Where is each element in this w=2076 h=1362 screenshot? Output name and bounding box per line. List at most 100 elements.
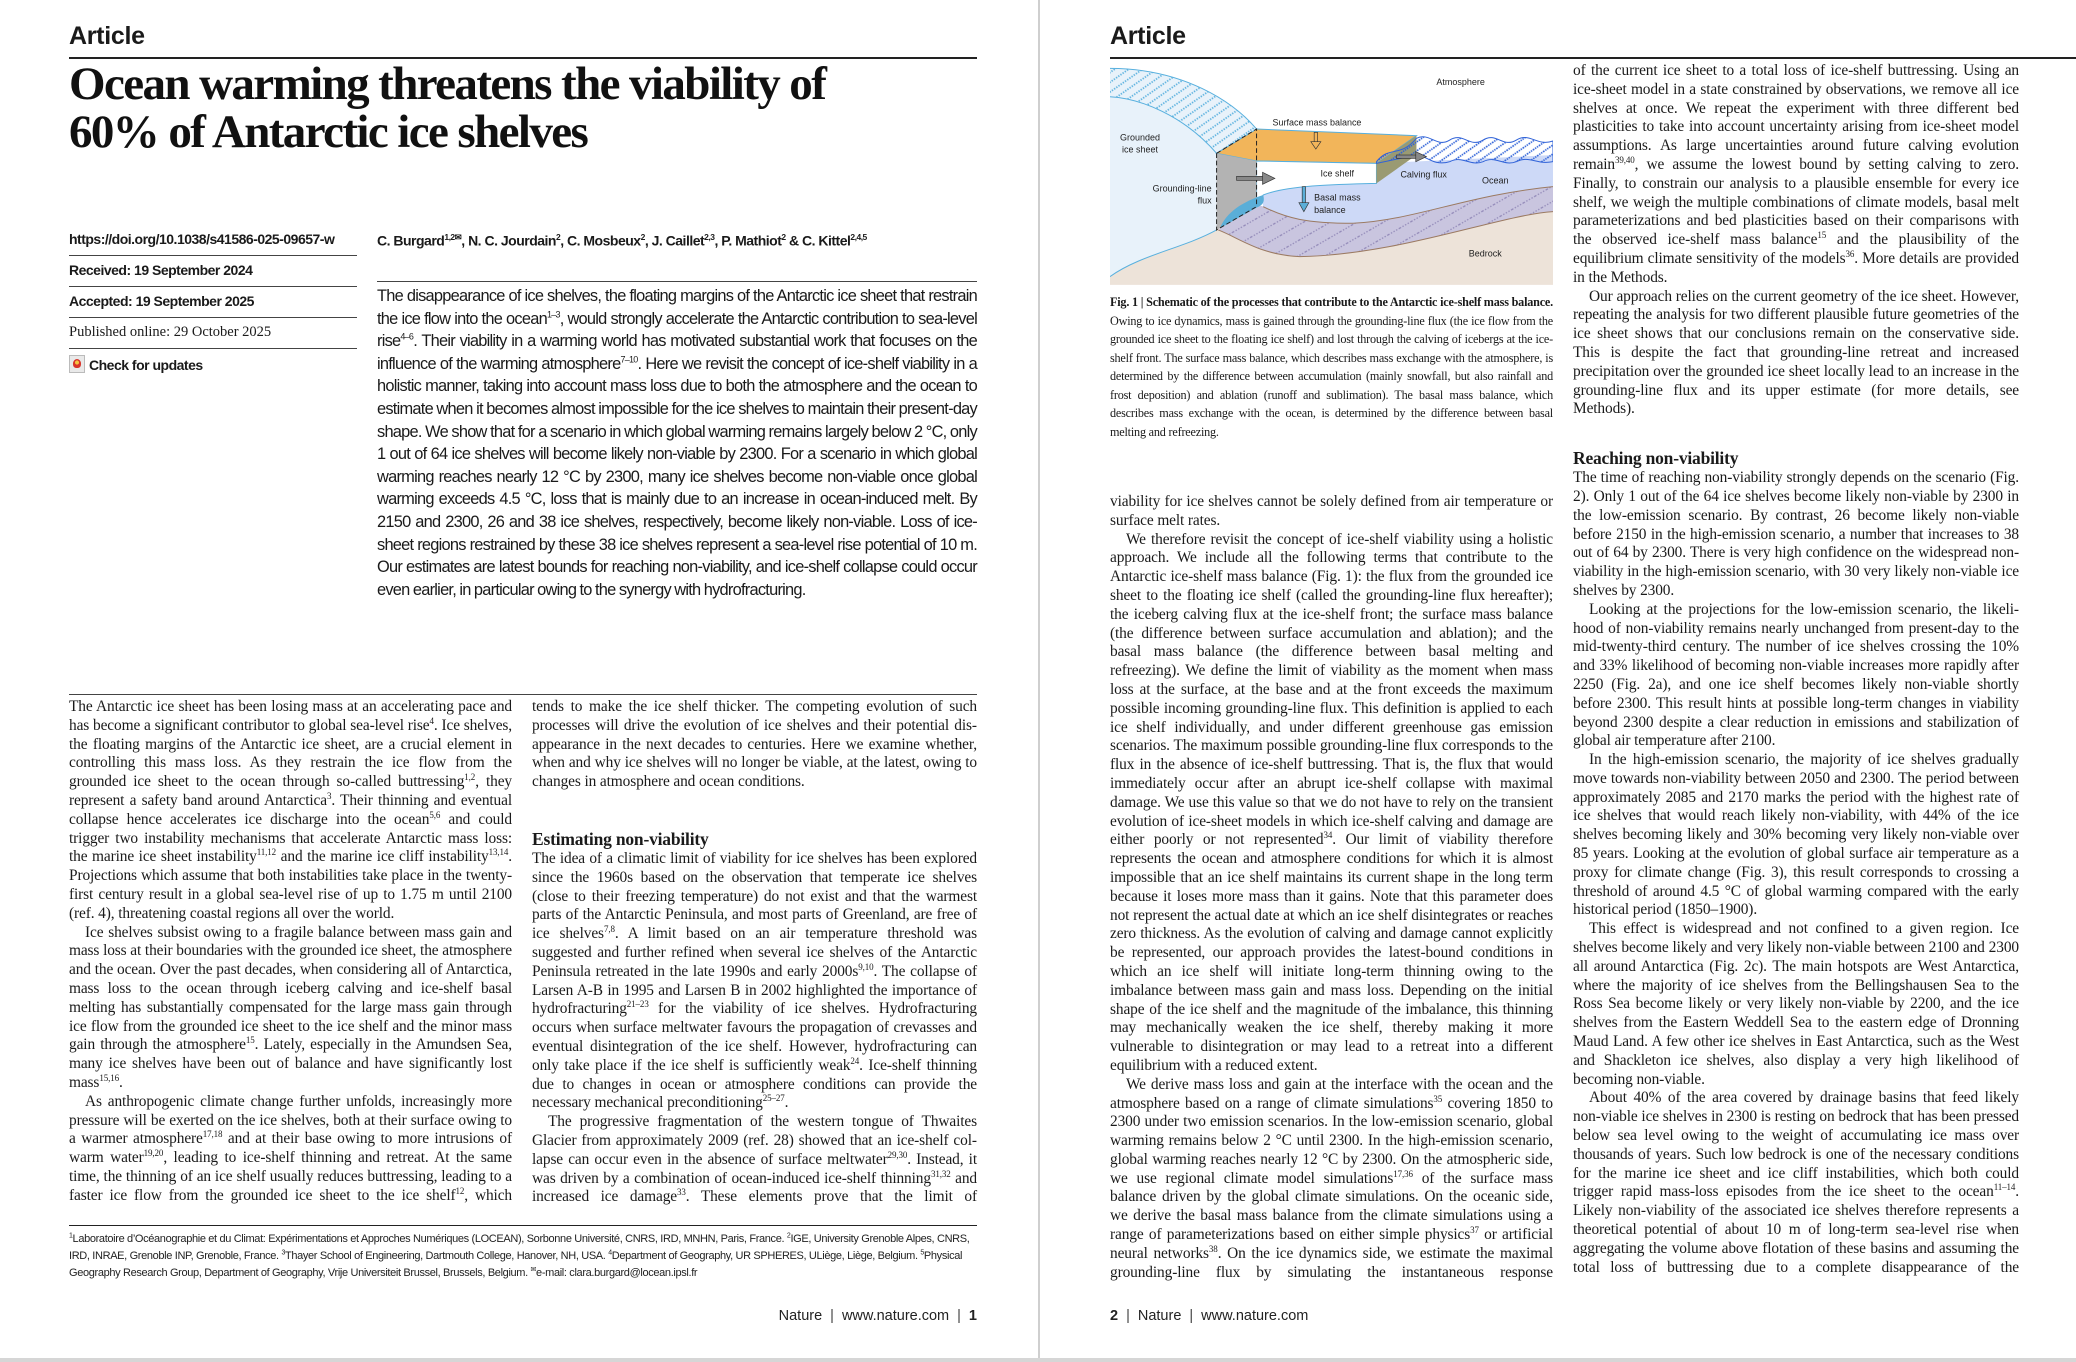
label-atmosphere: Atmosphere [1436,77,1484,87]
label-grounding-line-flux: Grounding-line [1153,184,1212,194]
citation-superscript: 34 [1323,830,1333,841]
citation-superscript: 21–23 [626,999,649,1010]
divider [69,317,357,318]
citation-superscript: 2 [555,232,561,242]
citation-superscript: 17,36 [1393,1168,1413,1179]
header-rule [69,57,977,59]
figure-1-schematic: Atmosphere Surface mass balance Grounded… [1110,65,1553,285]
citation-superscript: 9,10 [858,961,874,972]
citation-superscript: 5 [920,1249,924,1257]
paragraph: Ice shelves subsist owing to a fragile b… [69,923,512,1091]
citation-superscript: 31,32 [930,1168,951,1179]
label-ocean: Ocean [1482,175,1508,185]
footnote-rule [69,1225,977,1227]
citation-superscript: 4 [608,1249,612,1257]
received-date: Received: 19 September 2024 [69,262,253,278]
divider [69,286,357,287]
body-column-1: The Antarctic ice sheet has been losing … [69,698,512,1206]
citation-superscript: 25–27 [762,1093,785,1104]
citation-superscript: 1 [69,1232,73,1240]
journal-link[interactable]: www.nature.com [841,1308,950,1324]
ice-shelf-front [1256,160,1377,207]
page-bottom-edge [0,1358,2076,1362]
citation-superscript: 5,6 [429,809,441,820]
figure-1-caption: Fig. 1 | Schematic of the processes that… [1110,293,1553,441]
doi-link[interactable]: https://doi.org/10.1038/s41586-025-09657… [69,231,335,247]
page-separator [1038,0,1040,1362]
page-1: Article Ocean warming threatens the viab… [69,22,989,1324]
citation-superscript: 13,14 [488,847,509,858]
citation-superscript: 24 [850,1055,860,1066]
title-line: Ocean warming threatens the viability of [69,58,827,110]
sea-surface [1375,136,1553,164]
section-heading: Estimating non-viability [532,828,709,849]
accepted-date: Accepted: 19 September 2025 [69,293,254,309]
check-for-updates-button[interactable]: Check for updates [69,355,357,375]
paragraph: Looking at the projections for the low-e… [1573,600,2019,750]
citation-superscript: 7,8 [603,924,615,935]
citation-superscript: 1,2✉ [444,232,462,242]
abstract-rule [377,281,977,282]
section-heading: Reaching non-viability [1573,448,1739,469]
title-line: 60% of Antarctic ice shelves [69,106,589,158]
body-column-2: of the current ice sheet to a total loss… [1573,62,2019,1277]
paragraph: About 40% of the area covered by drainag… [1573,1089,2019,1276]
citation-superscript: 15 [245,1035,255,1046]
author-list: C. Burgard1,2✉, N. C. Jourdain2, C. Mosb… [377,232,867,249]
citation-superscript: 1–3 [546,309,561,320]
label-basal-mass-balance: Basal mass [1314,193,1361,203]
body-column-2: tends to make the ice shelf thicker. The… [532,698,977,1207]
journal-name: Nature [778,1308,823,1324]
article-title: Ocean warming threatens the viability of… [69,60,989,156]
published-date: Published online: 29 October 2025 [69,324,272,340]
citation-superscript: 37 [1470,1224,1479,1235]
divider [69,348,357,349]
paragraph: As anthropogenic climate change further … [69,1092,513,1204]
article-info-sidebar: https://doi.org/10.1038/s41586-025-09657… [69,231,357,375]
paragraph: We therefore revisit the concept of ice-… [1110,530,1554,1074]
caption-title: Fig. 1 | Schematic of the processes that… [1110,295,1553,309]
basal-mass-balance-arrow [1298,186,1310,213]
label-grounding-line-flux: flux [1198,195,1212,205]
paragraph: The progressive fragmentation of the wes… [532,1113,977,1206]
body-rule [69,694,977,695]
paragraph-continued: viability for ice shelves cannot be sole… [1110,493,1553,529]
journal-link[interactable]: www.nature.com [1201,1308,1309,1324]
paragraph: This effect is widespread and not confin… [1573,920,2019,1088]
section-label: Article [69,22,145,50]
citation-superscript: ✉ [530,1266,537,1274]
check-for-updates-label: Check for updates [89,357,203,373]
citation-superscript: 2 [640,232,646,242]
citation-superscript: 19,20 [143,1148,164,1158]
label-calving-flux: Calving flux [1400,169,1447,179]
citation-superscript: 2,4,5 [850,232,867,242]
surface-mass-balance-arrow [1310,132,1322,150]
citation-superscript: 3 [281,1249,285,1257]
citation-superscript: 11,12 [256,847,277,858]
page-number: 2 [1110,1308,1119,1324]
paragraph: The time of reaching non-viability stron… [1573,469,2019,599]
citation-superscript: 2,3 [704,232,715,242]
header-rule [1110,57,2076,59]
citation-superscript: 12 [455,1185,465,1196]
citation-superscript: 15 [1817,230,1827,241]
label-surface-mass-balance: Surface mass balance [1273,118,1362,128]
label-grounded-ice-sheet: ice sheet [1122,144,1158,154]
grounding-line-flux-arrow [1236,171,1276,185]
affiliations: 1Laboratoire d’Océanographie et du Clima… [69,1232,970,1279]
label-basal-mass-balance: balance [1314,205,1345,215]
abstract: The disappearance of ice shelves, the fl… [377,287,978,599]
page-number: 1 [968,1308,977,1324]
paragraph-continued: tends to make the ice shelf thicker. The… [532,698,977,791]
paragraph: The Antarctic ice sheet has been losing … [69,698,512,922]
caption-text: Owing to ice dynamics, mass is gained th… [1110,313,1553,439]
citation-superscript: 7–10 [620,354,638,365]
citation-superscript: 38 [1208,1243,1218,1254]
paragraph-continued: of the current ice sheet to a total loss… [1573,62,2019,286]
citation-superscript: 35 [1433,1093,1443,1104]
page-footer: 2 | Nature | www.nature.com [1110,1308,1309,1324]
citation-superscript: 39,40 [1615,154,1635,165]
citation-superscript: 36 [1845,248,1855,259]
section-label: Article [1110,22,1186,50]
journal-name: Nature [1137,1308,1182,1324]
